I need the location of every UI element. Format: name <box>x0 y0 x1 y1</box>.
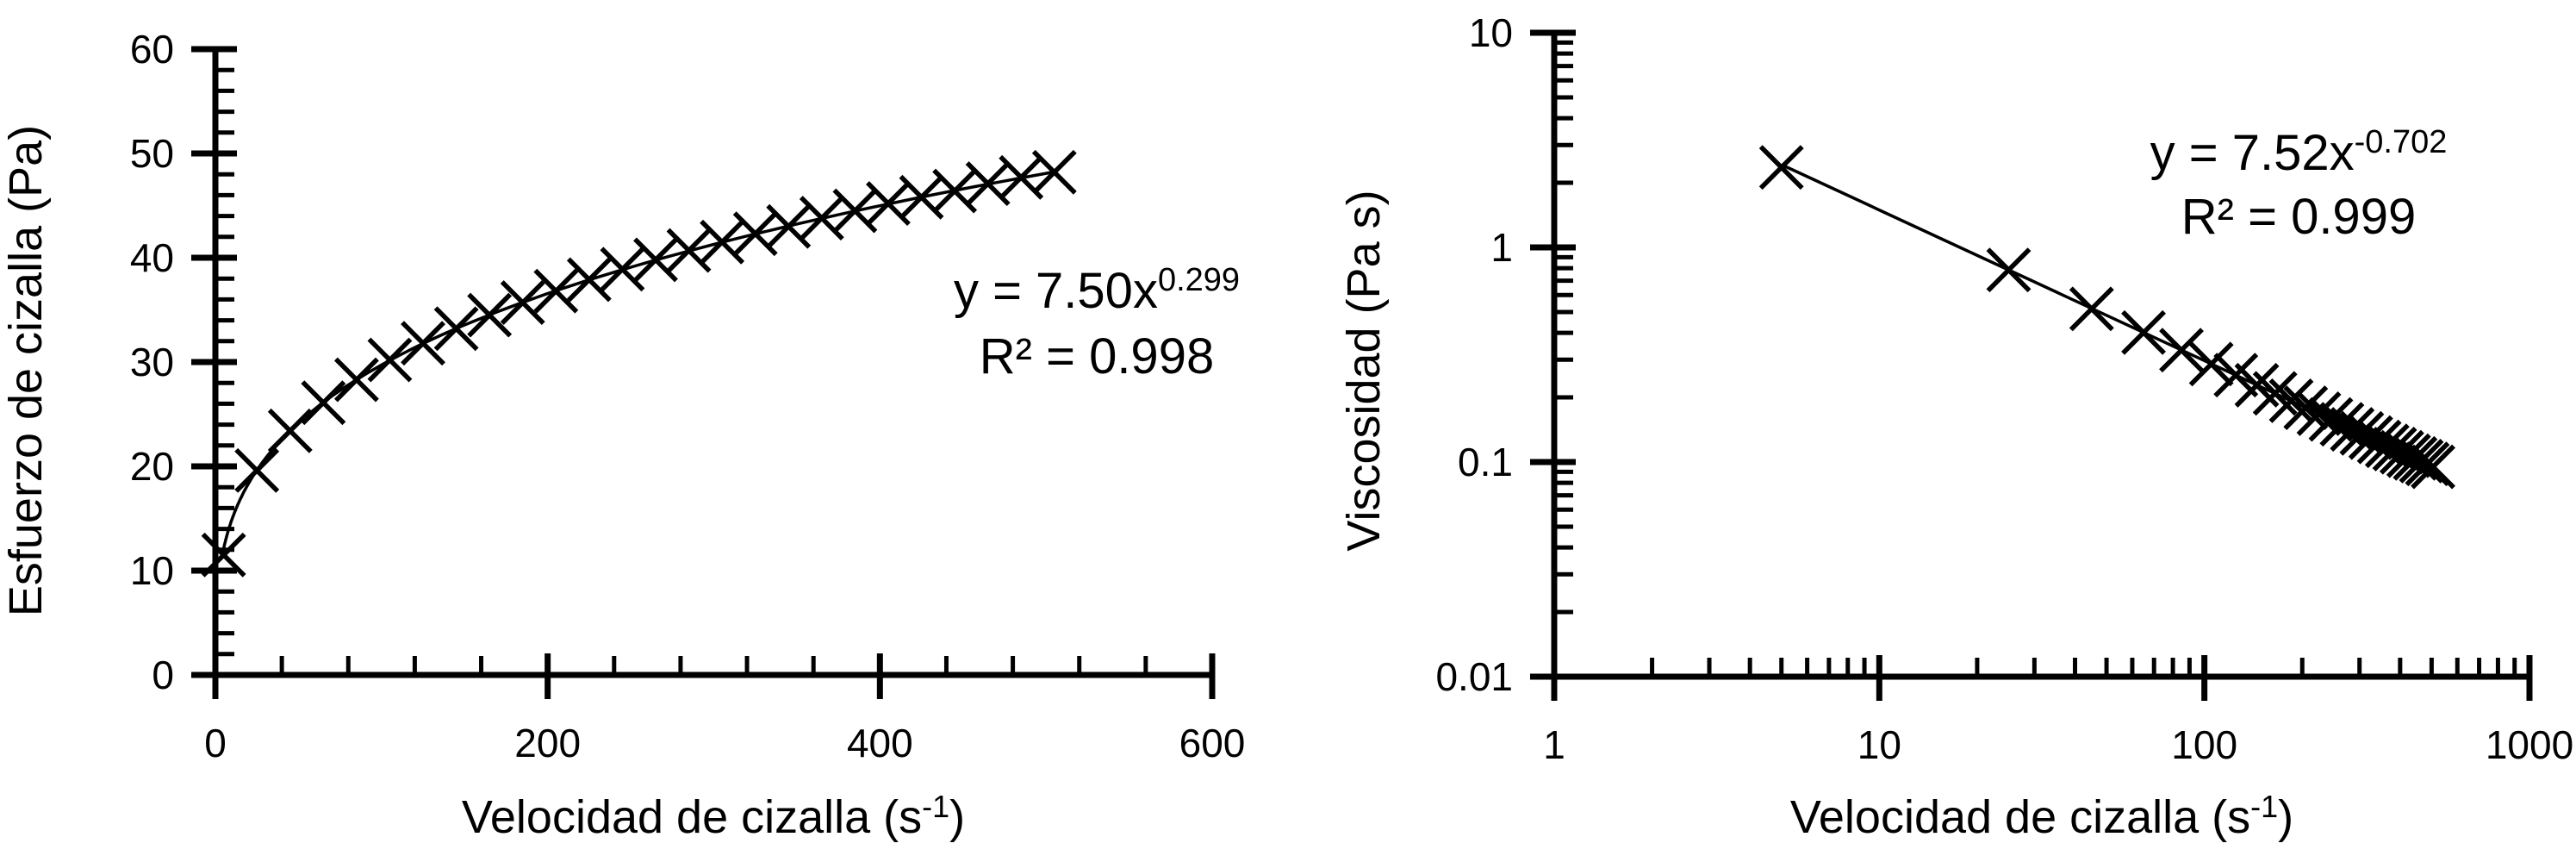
data-point-marker <box>2213 353 2259 398</box>
y-tick-label: 40 <box>130 235 174 280</box>
x-tick-label: 100 <box>2171 722 2237 767</box>
data-point-marker <box>1986 247 2032 293</box>
data-point-marker <box>267 408 313 453</box>
data-point-marker <box>2252 371 2298 416</box>
x-tick-label: 600 <box>1179 721 1246 765</box>
data-point-marker <box>1031 149 1077 195</box>
data-point-marker <box>533 268 579 314</box>
data-point-marker <box>367 337 413 383</box>
shear-stress-chart-x-axis-title: Velocidad de cizalla (s-1) <box>462 789 965 843</box>
data-point-marker <box>700 219 745 265</box>
data-point-marker <box>2296 390 2342 436</box>
viscosity-chart: 10 1 0.1 0.01 1 10 100 1000 y = 7.52x-0.702 R² = … <box>1338 10 2573 843</box>
viscosity-chart-x-axis-title: Velocidad de cizalla (s-1) <box>1790 789 2293 843</box>
data-point-marker <box>2283 385 2329 430</box>
shear-stress-chart-equation-label: y = 7.50x0.299 R² = 0.998 <box>954 262 1240 384</box>
data-point-marker <box>2308 397 2354 442</box>
data-point-marker <box>2268 378 2314 423</box>
viscosity-chart-equation-label: y = 7.52x-0.702 R² = 0.999 <box>2150 124 2448 245</box>
x-tick-label: 1 <box>1543 722 1565 767</box>
data-point-marker <box>467 292 513 338</box>
shear-stress-chart-y-axis-title: Esfuerzo de cizalla (Pa) <box>0 125 52 616</box>
y-tick-label: 50 <box>130 131 174 176</box>
y-tick-label: 20 <box>130 444 174 489</box>
y-tick-label: 0 <box>152 653 174 697</box>
x-tick-label: 10 <box>1857 722 1901 767</box>
data-point-marker <box>2364 423 2410 469</box>
data-point-marker <box>766 203 812 249</box>
data-point-marker <box>2188 341 2234 387</box>
shear-stress-chart-y-ticks: 0 10 20 30 40 50 60 <box>130 27 237 697</box>
viscosity-chart-data-series <box>1758 145 2455 490</box>
data-point-marker <box>2069 286 2114 332</box>
data-point-marker <box>2159 328 2204 373</box>
viscosity-chart-axes <box>1551 33 2529 680</box>
data-point-marker <box>2121 309 2167 355</box>
data-point-marker <box>433 306 479 352</box>
y-tick-label: 0.01 <box>1435 654 1513 699</box>
data-point-marker <box>2411 444 2455 490</box>
data-point-marker <box>301 380 346 426</box>
viscosity-chart-y-ticks: 10 1 0.1 0.01 <box>1435 10 1576 699</box>
data-point-marker <box>201 532 246 578</box>
y-tick-label: 60 <box>130 27 174 72</box>
y-tick-label: 1 <box>1490 225 1513 270</box>
r-squared-label: R² = 0.998 <box>980 328 1214 384</box>
y-tick-label: 10 <box>1469 10 1513 55</box>
y-tick-label: 30 <box>130 340 174 384</box>
viscosity-chart-y-axis-title: Viscosidad (Pa s) <box>1338 190 1390 551</box>
data-point-marker <box>600 247 645 292</box>
y-tick-label: 10 <box>130 548 174 593</box>
r-squared-label: R² = 0.999 <box>2181 189 2416 245</box>
x-tick-label: 0 <box>204 721 227 765</box>
data-point-marker <box>401 321 445 366</box>
data-point-marker <box>500 280 545 325</box>
y-tick-label: 0.1 <box>1458 440 1513 484</box>
data-point-marker <box>2356 419 2402 465</box>
data-point-marker <box>666 228 712 273</box>
shear-stress-chart-x-ticks: 0 200 400 600 <box>204 653 1245 765</box>
x-tick-label: 200 <box>514 721 581 765</box>
trendline-equation: y = 7.52x-0.702 <box>2150 124 2448 181</box>
data-point-marker <box>1758 145 1804 191</box>
shear-stress-chart-data-series <box>201 149 1077 578</box>
viscosity-chart-x-ticks: 1 10 100 1000 <box>1543 655 2573 767</box>
shear-stress-chart-trendline <box>221 170 1055 549</box>
data-point-marker <box>566 257 612 303</box>
data-point-marker <box>633 237 678 283</box>
data-point-marker <box>234 447 280 493</box>
trendline-equation: y = 7.50x0.299 <box>954 262 1240 319</box>
x-tick-label: 1000 <box>2486 722 2573 767</box>
x-tick-label: 400 <box>847 721 913 765</box>
data-point-marker <box>333 357 379 403</box>
